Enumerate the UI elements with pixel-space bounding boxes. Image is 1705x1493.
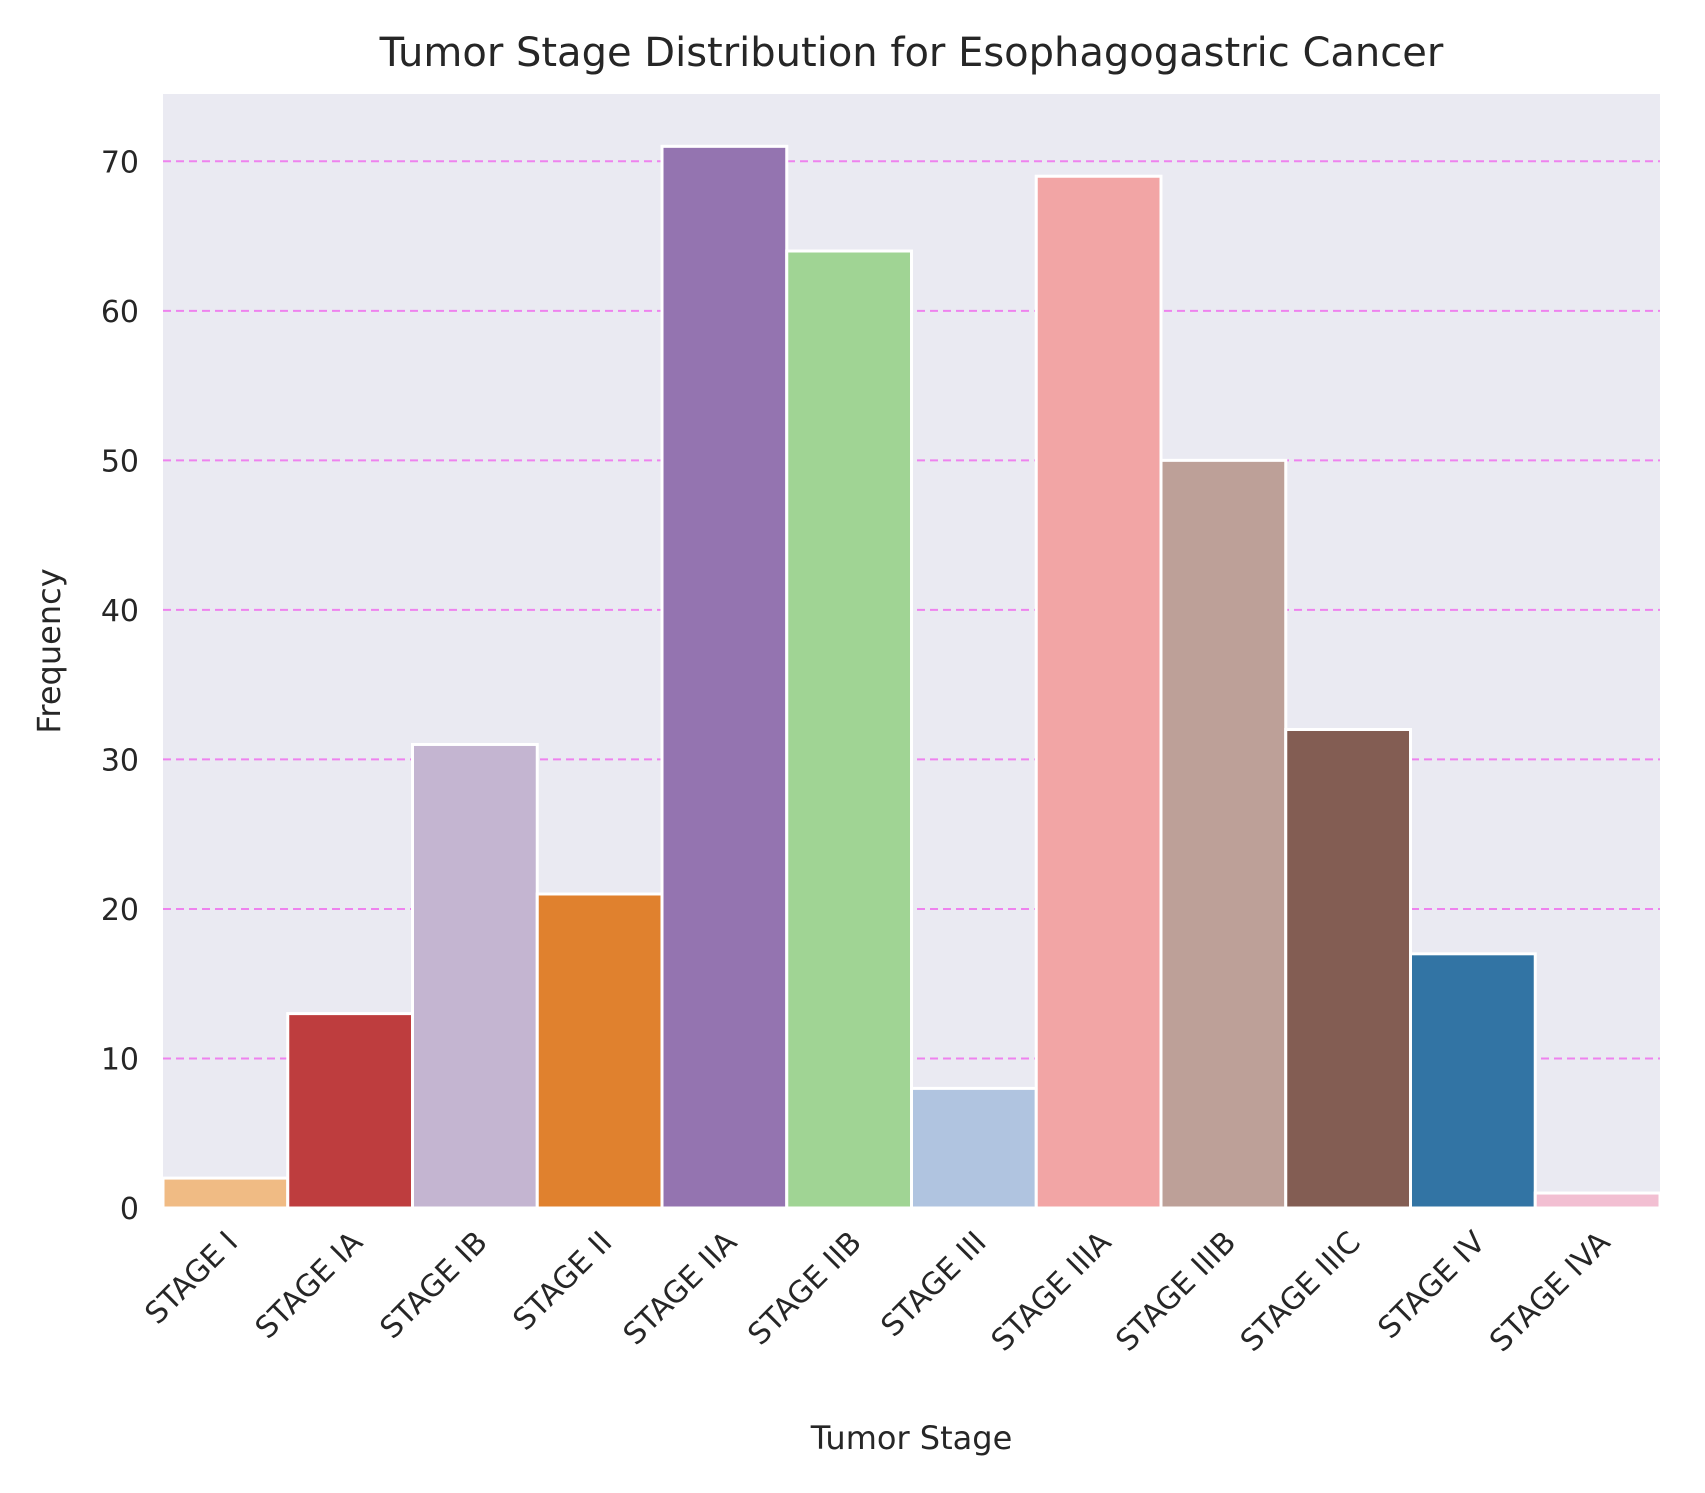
y-tick-labels: 0 10 20 30 40 50 60 70 <box>101 145 139 1227</box>
y-tick-label: 70 <box>101 145 139 180</box>
bar <box>161 1176 290 1210</box>
y-tick-label: 10 <box>101 1042 139 1077</box>
x-tick-label: STAGE II <box>507 1225 620 1338</box>
x-tick-label: STAGE IIB <box>741 1225 868 1352</box>
bar <box>411 742 539 1210</box>
x-tick-label: STAGE IIIB <box>1109 1225 1243 1359</box>
chart-title: Tumor Stage Distribution for Esophagogas… <box>379 30 1444 76</box>
x-tick-label: STAGE IVA <box>1483 1225 1618 1360</box>
bar <box>1409 952 1537 1210</box>
bar <box>1284 728 1412 1210</box>
bar <box>286 1012 414 1210</box>
x-tick-label: STAGE IIIC <box>1234 1225 1368 1359</box>
bar <box>910 1086 1038 1210</box>
x-tick-label: STAGE IIA <box>617 1225 745 1353</box>
y-tick-label: 0 <box>120 1192 139 1227</box>
bars <box>161 144 1662 1210</box>
y-tick-label: 20 <box>101 893 139 928</box>
y-tick-label: 50 <box>101 444 139 479</box>
bar <box>660 144 789 1210</box>
y-tick-label: 30 <box>101 743 139 778</box>
x-tick-label: STAGE IIIA <box>985 1225 1119 1359</box>
bar <box>1159 458 1288 1210</box>
bar <box>535 892 664 1210</box>
x-tick-label: STAGE IV <box>1372 1225 1493 1346</box>
bar <box>1533 1191 1662 1210</box>
bar <box>785 249 913 1210</box>
y-tick-label: 40 <box>101 594 139 629</box>
x-axis-label: Tumor Stage <box>810 1419 1013 1457</box>
x-tick-label: STAGE III <box>875 1225 994 1344</box>
y-tick-label: 60 <box>101 295 139 330</box>
x-tick-label: STAGE IA <box>249 1225 370 1346</box>
x-tick-label: STAGE IB <box>373 1225 494 1346</box>
x-tick-label: STAGE I <box>139 1225 246 1332</box>
y-axis-label: Frequency <box>30 568 68 733</box>
bar <box>1034 174 1163 1210</box>
